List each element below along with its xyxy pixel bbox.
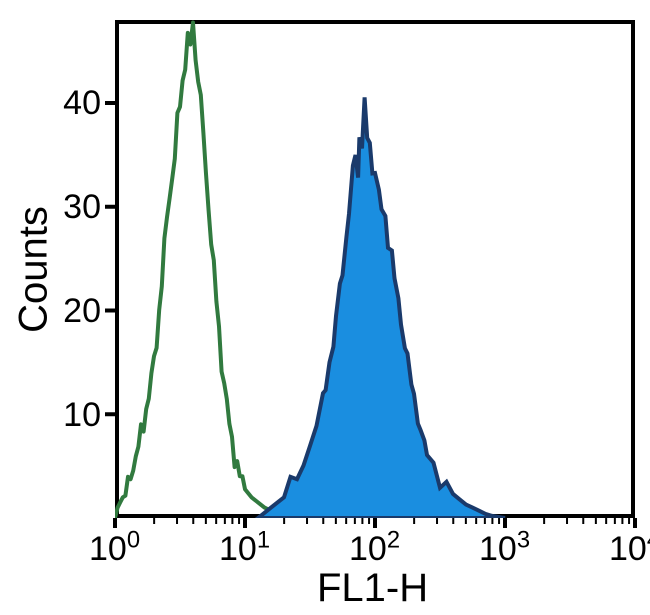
y-axis-label: Counts <box>12 200 57 340</box>
x-axis-label: FL1-H <box>317 566 428 611</box>
y-tick-label: 30 <box>63 188 101 227</box>
x-tick-label: 101 <box>219 530 270 569</box>
x-tick-label: 104 <box>609 530 650 569</box>
x-tick-label: 103 <box>479 530 530 569</box>
y-tick-label: 20 <box>63 292 101 331</box>
y-tick-label: 10 <box>63 396 101 435</box>
chart-container: Counts FL1-H 100 101 102 103 104 10 20 30 40 <box>0 0 650 615</box>
x-tick-label: 100 <box>89 530 140 569</box>
y-tick-label: 40 <box>63 84 101 123</box>
series-stained <box>258 97 505 518</box>
series-control <box>115 23 297 519</box>
x-tick-label: 102 <box>349 530 400 569</box>
